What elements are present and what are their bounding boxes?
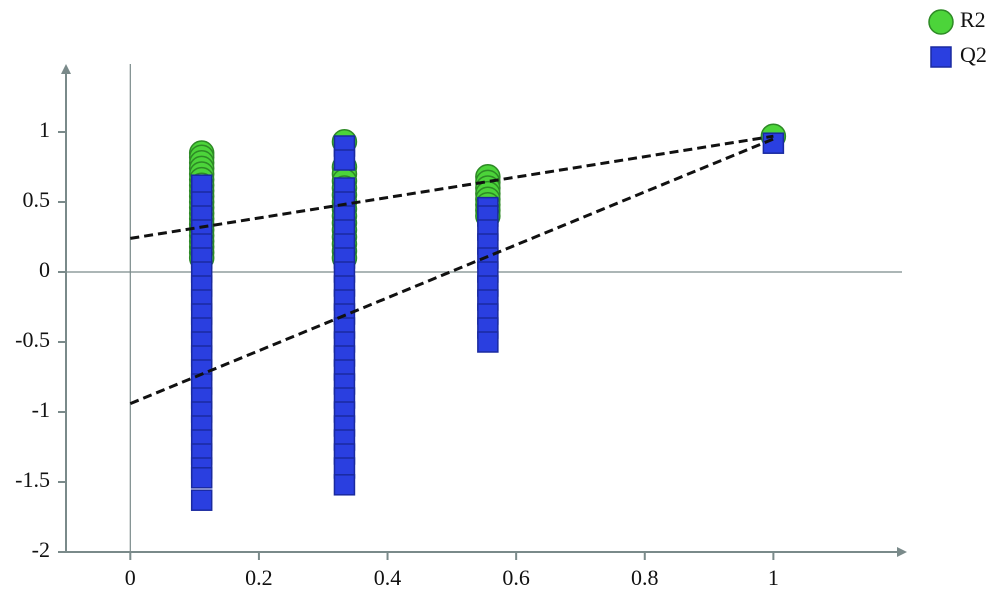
x-tick-label: 0.8 xyxy=(631,565,659,590)
point xyxy=(333,149,356,171)
y-tick-label: -0.5 xyxy=(15,327,50,352)
x-tick-label: 1 xyxy=(768,565,779,590)
legend-label: Q2 xyxy=(960,42,987,67)
x-tick-label: 0.2 xyxy=(245,565,273,590)
legend-marker xyxy=(928,9,954,35)
x-tick-label: 0.4 xyxy=(374,565,402,590)
regression-line xyxy=(129,137,774,405)
y-tick-label: -2 xyxy=(32,537,50,562)
point xyxy=(190,467,213,489)
y-tick-label: 1 xyxy=(39,117,50,142)
y-tick-label: 0 xyxy=(39,257,50,282)
legend-label: R2 xyxy=(960,7,986,32)
x-tick-label: 0.6 xyxy=(502,565,530,590)
regression-line xyxy=(130,134,774,240)
x-tick-label: 0 xyxy=(125,565,136,590)
point xyxy=(333,474,356,496)
y-tick-label: -1.5 xyxy=(15,467,50,492)
legend-marker xyxy=(930,46,952,68)
point xyxy=(477,331,499,353)
y-tick-label: 0.5 xyxy=(23,187,51,212)
point xyxy=(190,489,213,511)
y-tick-label: -1 xyxy=(32,397,50,422)
